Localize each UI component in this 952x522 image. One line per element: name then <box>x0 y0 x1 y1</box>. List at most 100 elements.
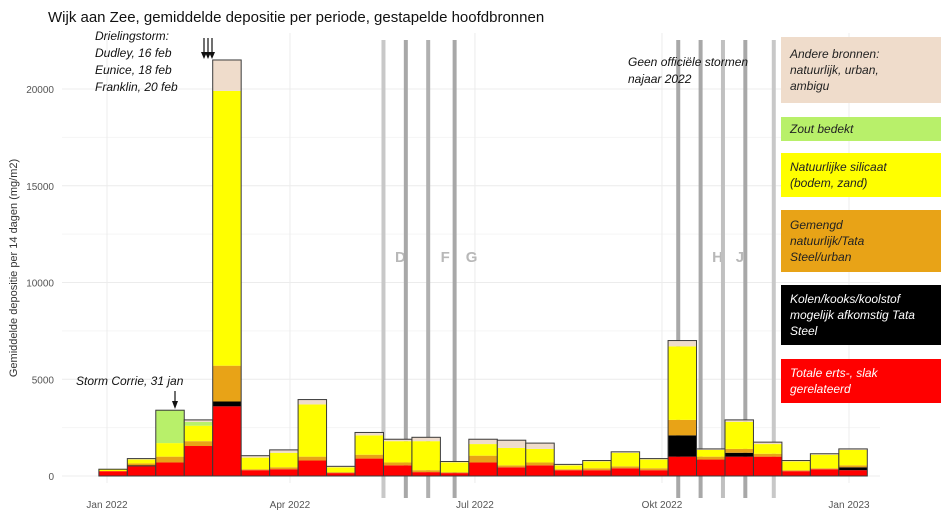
bar-period-18 <box>582 460 612 477</box>
bar-segment <box>355 458 384 476</box>
bar-segment <box>781 470 811 472</box>
storm-arrowhead <box>209 52 215 59</box>
bar-period-7 <box>269 449 299 477</box>
legend-item-5: Kolen/kooks/koolstof mogelijk afkomstig T… <box>781 285 941 345</box>
bar-segment <box>155 456 185 463</box>
geen-stormen-annotation-line: najaar 2022 <box>628 72 692 86</box>
bar-segment <box>668 346 697 420</box>
bar-segment <box>440 473 469 476</box>
legend-swatch <box>781 117 941 141</box>
bar-segment <box>753 453 782 457</box>
bar-segment <box>525 465 555 476</box>
bar-segment <box>411 472 441 476</box>
annotations: Drielingstorm: Dudley, 16 feb Eunice, 18 f… <box>76 29 748 409</box>
bar-segment <box>525 448 555 463</box>
bar-segment <box>212 59 242 91</box>
legend-label: ambigu <box>790 79 830 93</box>
x-tick-label: Jul 2022 <box>456 500 494 511</box>
bar-segment <box>639 468 669 471</box>
legend-label: Steel <box>790 324 818 338</box>
bar-segment <box>326 472 356 474</box>
legend-label: Totale erts-, slak <box>790 366 879 380</box>
bar-segment <box>383 462 412 466</box>
bar-segment <box>810 468 839 470</box>
bar-segment <box>298 399 327 405</box>
y-tick-label: 10000 <box>26 279 54 290</box>
bar-segment <box>355 435 384 455</box>
bar-segment <box>355 432 384 436</box>
y-tick-label: 0 <box>48 472 54 483</box>
bar-segment <box>212 90 242 366</box>
legend-item-6: Totale erts-, slak gerelateerd <box>781 359 941 403</box>
bar-period-14 <box>468 438 498 477</box>
bar-segment <box>184 441 213 447</box>
bar-period-2 <box>126 458 157 477</box>
bar-segment <box>383 441 412 463</box>
bar-segment <box>554 470 583 476</box>
bar-segment <box>127 466 156 476</box>
bar-period-11 <box>382 438 413 477</box>
bar-segment <box>269 469 299 476</box>
bar-period-26 <box>809 453 840 477</box>
bar-segment <box>611 468 640 476</box>
bar-segment <box>696 449 725 457</box>
legend-swatch <box>781 359 941 403</box>
bar-segment <box>298 456 327 461</box>
bar-period-20 <box>639 458 669 477</box>
bar-segment <box>127 465 156 467</box>
bar-segment <box>212 406 242 476</box>
geen-stormen-annotation-line: Geen officiële stormen <box>628 55 748 69</box>
bar-segment <box>781 471 811 476</box>
legend-swatch <box>781 153 941 197</box>
bar-segment <box>155 462 185 476</box>
bar-segment <box>184 446 213 476</box>
bar-segment <box>127 459 156 464</box>
bar-segment <box>411 437 441 442</box>
bar-outline <box>297 399 328 477</box>
y-tick-label: 20000 <box>26 85 54 96</box>
bar-segment <box>468 444 498 456</box>
legend-label: natuurlijk/Tata <box>790 234 865 248</box>
legend-label: Zout bedekt <box>789 122 854 136</box>
legend-label: Andere bronnen: <box>789 47 879 61</box>
bar-segment <box>753 442 782 445</box>
bar-segment <box>98 471 128 476</box>
bar-segment <box>184 419 213 422</box>
bar-segment <box>639 470 669 476</box>
bar-segment <box>468 439 498 445</box>
legend-label: Gemengd <box>790 218 843 232</box>
bar-segment <box>810 454 839 469</box>
bar-segment <box>468 455 498 463</box>
bar-period-17 <box>553 463 584 477</box>
bar-segment <box>212 365 242 402</box>
bar-segment <box>497 465 526 468</box>
bar-segment <box>440 472 469 474</box>
bars <box>98 59 868 477</box>
bar-period-10 <box>354 431 384 477</box>
bar-outline <box>752 441 783 477</box>
bar-period-16 <box>525 442 555 477</box>
bar-period-5 <box>212 59 242 477</box>
bar-segment <box>383 439 412 442</box>
drielingstorm-annotation-line: Franklin, 20 feb <box>95 80 178 94</box>
bar-segment <box>411 441 441 471</box>
bar-segment <box>326 473 356 476</box>
bar-segment <box>696 459 725 476</box>
bar-outline <box>525 442 555 477</box>
bar-segment <box>554 465 583 470</box>
bar-segment <box>611 452 640 467</box>
corrie-annotation: Storm Corrie, 31 jan <box>76 374 184 388</box>
corrie-arrowhead <box>172 401 178 409</box>
legend-label: Natuurlijke silicaat <box>790 160 887 174</box>
y-axis: 0 5000 10000 15000 20000 <box>26 85 54 483</box>
bar-segment <box>724 448 754 453</box>
legend-swatch <box>781 285 941 345</box>
legend-label: mogelijk afkomstig Tata <box>790 308 915 322</box>
bar-period-23 <box>724 419 754 477</box>
bar-segment <box>155 443 185 457</box>
legend-item-1: Andere bronnen: natuurlijk, urban, ambigu <box>781 37 941 103</box>
x-tick-label: Okt 2022 <box>642 500 683 511</box>
storm-arrowhead <box>201 52 207 59</box>
bar-segment <box>269 467 299 470</box>
bar-segment <box>668 419 697 436</box>
